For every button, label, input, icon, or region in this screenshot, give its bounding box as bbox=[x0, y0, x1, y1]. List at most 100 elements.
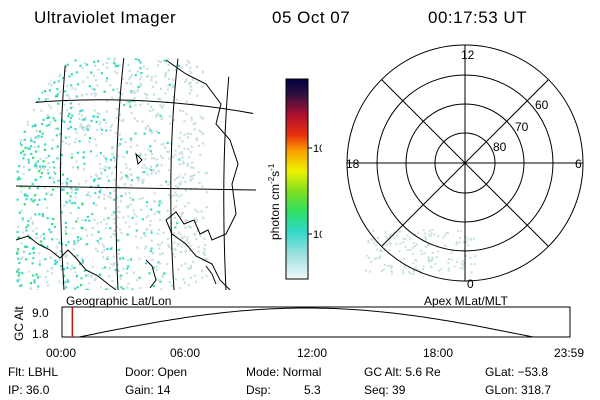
aurora-dot bbox=[46, 269, 49, 272]
timeline-xtick-1200: 12:00 bbox=[297, 346, 327, 360]
aurora-dot bbox=[66, 109, 69, 112]
aurora-dot bbox=[129, 137, 132, 140]
aurora-dot bbox=[117, 269, 120, 272]
aurora-dot bbox=[150, 231, 153, 234]
aurora-dot bbox=[114, 63, 117, 66]
polar-aurora-dot bbox=[456, 261, 458, 264]
aurora-dot bbox=[107, 275, 111, 278]
aurora-dot bbox=[79, 123, 83, 126]
aurora-dot bbox=[104, 165, 107, 168]
aurora-dot bbox=[53, 55, 55, 57]
aurora-dot bbox=[189, 265, 192, 268]
aurora-dot bbox=[193, 232, 196, 235]
aurora-dot bbox=[202, 142, 205, 145]
aurora-dot bbox=[27, 158, 30, 161]
param-dsp-label: Dsp: bbox=[246, 383, 271, 397]
aurora-dot bbox=[30, 198, 33, 201]
polar-aurora-dot bbox=[444, 233, 447, 236]
aurora-dot bbox=[201, 117, 204, 120]
aurora-dot bbox=[158, 204, 161, 207]
aurora-dot bbox=[165, 180, 168, 183]
aurora-dot bbox=[188, 82, 191, 85]
aurora-dot bbox=[129, 76, 132, 79]
aurora-dot bbox=[131, 99, 134, 102]
aurora-dot bbox=[22, 53, 24, 55]
aurora-dot bbox=[116, 87, 119, 91]
aurora-dot bbox=[62, 140, 65, 143]
aurora-dot bbox=[20, 209, 23, 212]
polar-aurora-dot bbox=[375, 243, 377, 246]
aurora-dot bbox=[149, 219, 152, 223]
aurora-dot bbox=[107, 287, 110, 290]
aurora-dot bbox=[43, 237, 46, 240]
aurora-dot bbox=[155, 49, 157, 51]
polar-aurora-dot bbox=[421, 268, 424, 271]
aurora-dot bbox=[84, 133, 87, 136]
aurora-dot bbox=[118, 144, 121, 147]
aurora-dot bbox=[104, 266, 107, 269]
aurora-dot bbox=[124, 221, 127, 224]
aurora-dot bbox=[136, 176, 139, 179]
aurora-dot bbox=[64, 281, 67, 284]
aurora-dot bbox=[194, 121, 197, 125]
aurora-dot bbox=[118, 248, 121, 251]
polar-aurora-dot bbox=[445, 231, 448, 234]
aurora-dot bbox=[58, 90, 62, 93]
aurora-dot bbox=[70, 187, 73, 190]
aurora-dot bbox=[113, 222, 116, 225]
aurora-dot bbox=[180, 213, 184, 216]
aurora-dot bbox=[122, 257, 125, 260]
aurora-dot bbox=[194, 208, 197, 211]
aurora-dot bbox=[68, 136, 71, 139]
aurora-dot bbox=[37, 58, 40, 61]
aurora-dot bbox=[113, 189, 116, 192]
aurora-dot bbox=[54, 127, 57, 130]
aurora-dot bbox=[145, 96, 148, 99]
aurora-dot bbox=[19, 113, 22, 117]
aurora-dot bbox=[146, 94, 149, 97]
aurora-dot bbox=[82, 151, 85, 154]
aurora-dot bbox=[55, 146, 58, 149]
aurora-dot bbox=[34, 178, 37, 181]
aurora-dot bbox=[190, 166, 193, 169]
aurora-dot bbox=[17, 274, 20, 277]
aurora-dot bbox=[102, 256, 105, 259]
aurora-dot bbox=[67, 280, 70, 283]
timeline-frame bbox=[61, 306, 571, 338]
aurora-dot bbox=[190, 266, 193, 269]
aurora-dot bbox=[65, 244, 68, 247]
aurora-dot bbox=[98, 113, 101, 116]
aurora-dot bbox=[55, 260, 58, 263]
aurora-dot bbox=[183, 205, 187, 208]
aurora-dot bbox=[37, 135, 40, 138]
aurora-dot bbox=[103, 197, 106, 200]
aurora-dot bbox=[97, 230, 100, 233]
aurora-dot bbox=[22, 59, 25, 62]
aurora-dot bbox=[76, 286, 79, 289]
polar-aurora-dot bbox=[412, 262, 415, 265]
aurora-dot bbox=[18, 236, 21, 239]
aurora-dot bbox=[89, 175, 93, 178]
aurora-dot bbox=[172, 194, 175, 197]
aurora-dot bbox=[103, 245, 106, 248]
aurora-dot bbox=[26, 120, 29, 123]
aurora-dot bbox=[106, 256, 109, 259]
param-ip: IP: 36.0 bbox=[8, 383, 50, 397]
aurora-dot bbox=[125, 272, 128, 275]
aurora-dot bbox=[32, 229, 35, 233]
aurora-dot bbox=[112, 88, 115, 91]
aurora-dot bbox=[184, 173, 187, 176]
aurora-dot bbox=[35, 167, 38, 170]
aurora-dot bbox=[66, 263, 69, 266]
aurora-dot bbox=[44, 198, 47, 201]
aurora-dot bbox=[41, 214, 45, 218]
aurora-dot bbox=[121, 93, 124, 96]
aurora-dot bbox=[190, 71, 193, 74]
aurora-dot bbox=[93, 88, 96, 91]
polar-aurora-dot bbox=[375, 257, 378, 260]
aurora-dot bbox=[38, 198, 41, 201]
aurora-dot bbox=[92, 54, 94, 56]
aurora-dot bbox=[60, 265, 63, 268]
aurora-dot bbox=[83, 269, 86, 272]
aurora-dot bbox=[146, 227, 149, 230]
